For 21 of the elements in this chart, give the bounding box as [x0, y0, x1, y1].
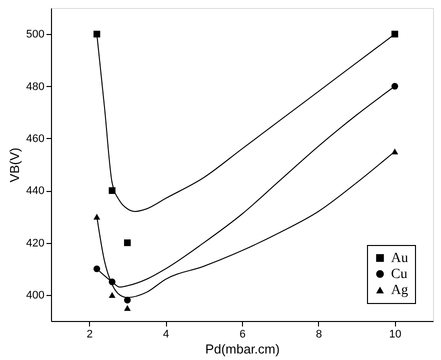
point [124, 239, 131, 246]
y-tick-label: 420 [26, 237, 44, 250]
x-tick-label: 6 [239, 328, 246, 340]
point [124, 305, 131, 311]
y-tick-label: 440 [26, 185, 44, 198]
x-tick-label: 2 [86, 328, 93, 340]
x-tick-label: 4 [163, 328, 170, 340]
x-axis-title: Pd(mbar.cm) [205, 342, 280, 356]
point [93, 30, 100, 38]
y-tick-label: 500 [26, 28, 44, 41]
legend-label: Au [391, 251, 408, 266]
x-tick-label: 8 [316, 328, 322, 340]
y-tick-label: 400 [26, 289, 44, 302]
legend-label: Cu [391, 267, 408, 282]
y-axis-title: VB(V) [7, 148, 22, 182]
x-tick-label: 10 [389, 328, 402, 340]
legend-label: Ag [391, 283, 408, 298]
point [108, 292, 116, 298]
y-tick-label: 460 [26, 132, 44, 145]
point [391, 30, 398, 38]
y-tick-label: 480 [26, 80, 44, 93]
